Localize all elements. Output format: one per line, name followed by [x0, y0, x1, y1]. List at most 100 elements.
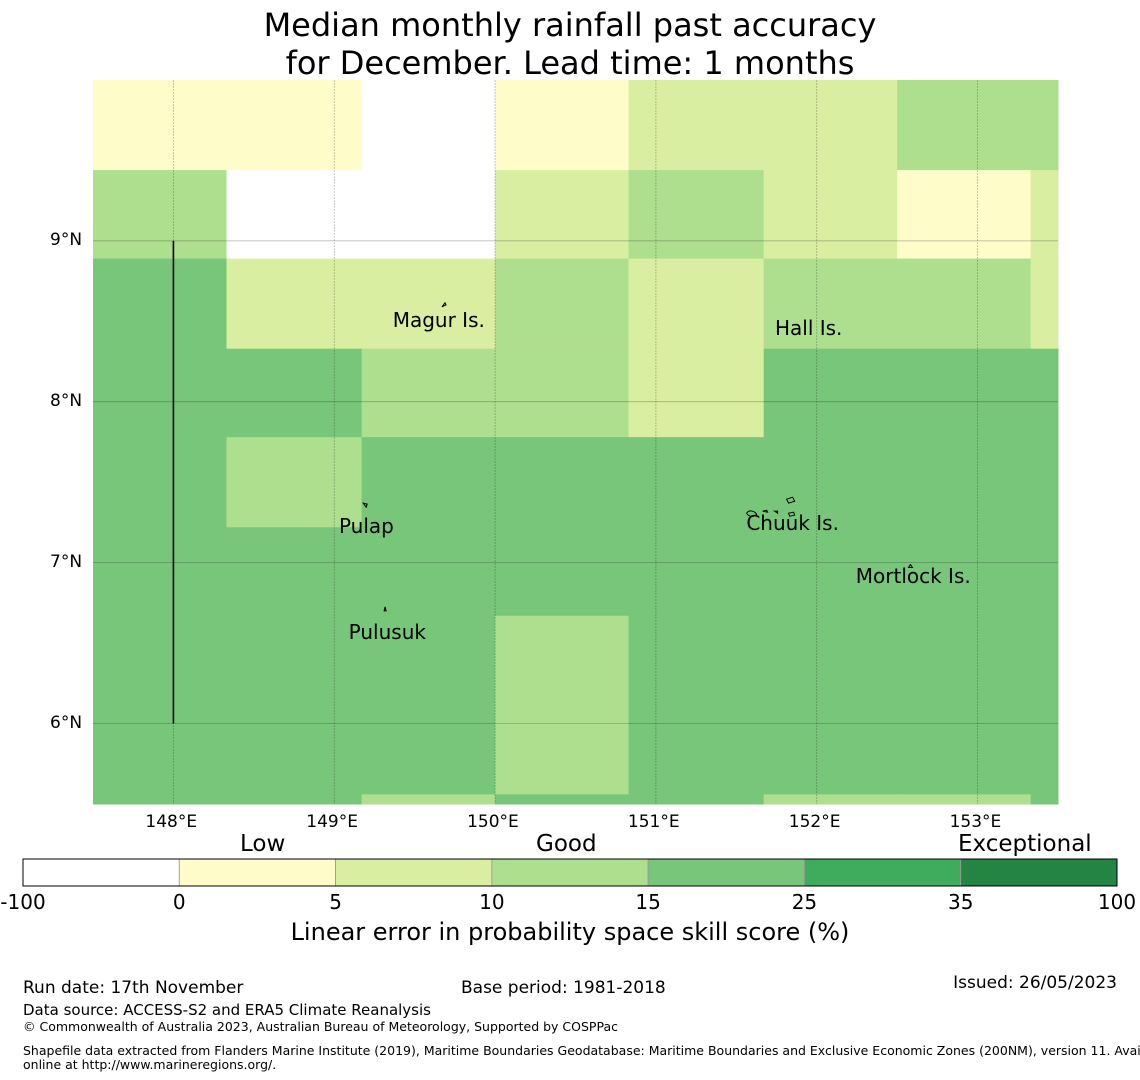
- grid-cell-r7-c1: [226, 705, 363, 795]
- y-tick-label: 7°N: [50, 551, 83, 572]
- colorbar-bin: [804, 858, 962, 887]
- place-label: Magur Is.: [392, 308, 485, 333]
- colorbar: [22, 858, 1118, 887]
- place-label: Hall Is.: [774, 316, 843, 341]
- grid-cell-r6-c5: [763, 615, 898, 707]
- grid-cell-r8-c3: [495, 794, 630, 805]
- grid-cell-r4-c0: [93, 437, 227, 528]
- colorbar-bin: [491, 858, 649, 887]
- grid-cell-r7-c0: [93, 705, 227, 795]
- grid-cell-r5-c7: [1030, 527, 1059, 617]
- colorbar-tick-label: -100: [0, 890, 46, 914]
- grid-cell-r4-c3: [495, 437, 630, 528]
- grid-cell-r5-c2: [361, 527, 496, 617]
- grid-cell-r0-c5: [763, 80, 898, 171]
- grid-cell-r2-c5: [763, 258, 898, 350]
- grid-cell-r1-c4: [628, 170, 765, 260]
- x-tick-label: 153°E: [949, 812, 1002, 832]
- grid-cell-r6-c7: [1030, 615, 1059, 707]
- island-outline: [383, 606, 387, 612]
- grid-cell-r8-c2: [361, 794, 496, 805]
- island-outlines: [361, 301, 914, 612]
- grid-cell-r8-c6: [897, 794, 1032, 805]
- skill-score-grid: [93, 80, 1059, 805]
- grid-cell-r2-c7: [1030, 258, 1059, 350]
- place-label: Chuuk Is.: [746, 511, 839, 536]
- category-exceptional-label: Exceptional: [958, 831, 1092, 857]
- grid-cell-r3-c4: [628, 348, 765, 438]
- grid-cell-r4-c4: [628, 437, 765, 528]
- island-outline: [907, 563, 914, 568]
- grid-cell-r1-c2: [361, 170, 496, 260]
- grid-cell-r7-c4: [628, 705, 765, 795]
- grid-cell-r0-c0: [93, 80, 227, 171]
- y-tick-label: 6°N: [50, 712, 83, 733]
- grid-cell-r5-c4: [628, 527, 765, 617]
- grid-cell-r6-c2: [361, 615, 496, 707]
- colorbar-bin: [960, 858, 1118, 887]
- shapefile-credit-line-2: online at http://www.marineregions.org/.: [23, 1057, 277, 1072]
- island-outline: [746, 496, 796, 517]
- grid-cell-r4-c5: [763, 437, 898, 528]
- grid-cell-r2-c4: [628, 258, 765, 350]
- grid-cell-r6-c6: [897, 615, 1032, 707]
- x-tick-label: 150°E: [467, 812, 519, 832]
- grid-cell-r5-c0: [93, 527, 227, 617]
- colorbar-tick-label: 25: [791, 890, 818, 914]
- island-outline: [361, 502, 368, 509]
- grid-cell-r0-c7: [1030, 80, 1059, 171]
- map-title-line-2: for December. Lead time: 1 months: [285, 44, 855, 82]
- grid-cell-r1-c3: [495, 170, 630, 260]
- grid-cell-r2-c6: [897, 258, 1032, 350]
- x-tick-label: 152°E: [788, 812, 841, 832]
- grid-cell-r3-c6: [897, 348, 1032, 438]
- grid-cell-r1-c5: [763, 170, 898, 260]
- grid-cell-r2-c2: [361, 258, 496, 350]
- grid-cell-r6-c4: [628, 615, 765, 707]
- grid-cell-r5-c6: [897, 527, 1032, 617]
- colorbar-tick-label: 5: [329, 890, 342, 914]
- colorbar-bin: [335, 858, 493, 887]
- issued-date: Issued: 26/05/2023: [953, 973, 1117, 993]
- map-title-line-1: Median monthly rainfall past accuracy: [263, 6, 877, 44]
- colorbar-tick-label: 100: [1097, 890, 1137, 914]
- grid-cell-r7-c2: [361, 705, 496, 795]
- grid-cell-r1-c1: [226, 170, 363, 260]
- grid-cell-r5-c1: [226, 527, 363, 617]
- grid-cell-r0-c6: [897, 80, 1032, 171]
- grid-cell-r8-c4: [628, 794, 765, 805]
- copyright: © Commonwealth of Australia 2023, Austra…: [23, 1019, 618, 1034]
- x-tick-label: 151°E: [627, 812, 680, 832]
- place-label: Pulap: [338, 514, 394, 539]
- grid-cell-r0-c1: [226, 80, 363, 171]
- grid-cell-r4-c2: [361, 437, 496, 528]
- colorbar-bin: [22, 858, 180, 887]
- grid-cell-r4-c1: [226, 437, 363, 528]
- grid-cell-r7-c6: [897, 705, 1032, 795]
- grid-cell-r6-c1: [226, 615, 363, 707]
- grid-cell-r4-c6: [897, 437, 1032, 528]
- colorbar-frame: [22, 858, 1118, 887]
- data-source: Data source: ACCESS-S2 and ERA5 Climate …: [23, 1001, 431, 1019]
- grid-cell-r4-c7: [1030, 437, 1059, 528]
- base-period: Base period: 1981-2018: [461, 978, 666, 998]
- grid-cell-r0-c3: [495, 80, 630, 171]
- colorbar-bin: [178, 858, 336, 887]
- grid-cell-r1-c7: [1030, 170, 1059, 260]
- grid-cell-r3-c5: [763, 348, 898, 438]
- grid-cell-r8-c0: [93, 794, 227, 805]
- y-tick-label: 8°N: [50, 390, 83, 411]
- grid-cell-r7-c7: [1030, 705, 1059, 795]
- grid-cell-r6-c3: [495, 615, 630, 707]
- grid-cell-r8-c7: [1030, 794, 1059, 805]
- grid-cell-r3-c0: [93, 348, 227, 438]
- grid-cell-r2-c0: [93, 258, 227, 350]
- grid-cell-r5-c3: [495, 527, 630, 617]
- colorbar-title: Linear error in probability space skill …: [290, 918, 850, 946]
- grid-cell-r3-c3: [495, 348, 630, 438]
- grid-cell-r0-c4: [628, 80, 765, 171]
- graticule: [93, 80, 1058, 804]
- grid-cell-r8-c1: [226, 794, 363, 805]
- shapefile-credit-line-1: Shapefile data extracted from Flanders M…: [23, 1043, 1140, 1058]
